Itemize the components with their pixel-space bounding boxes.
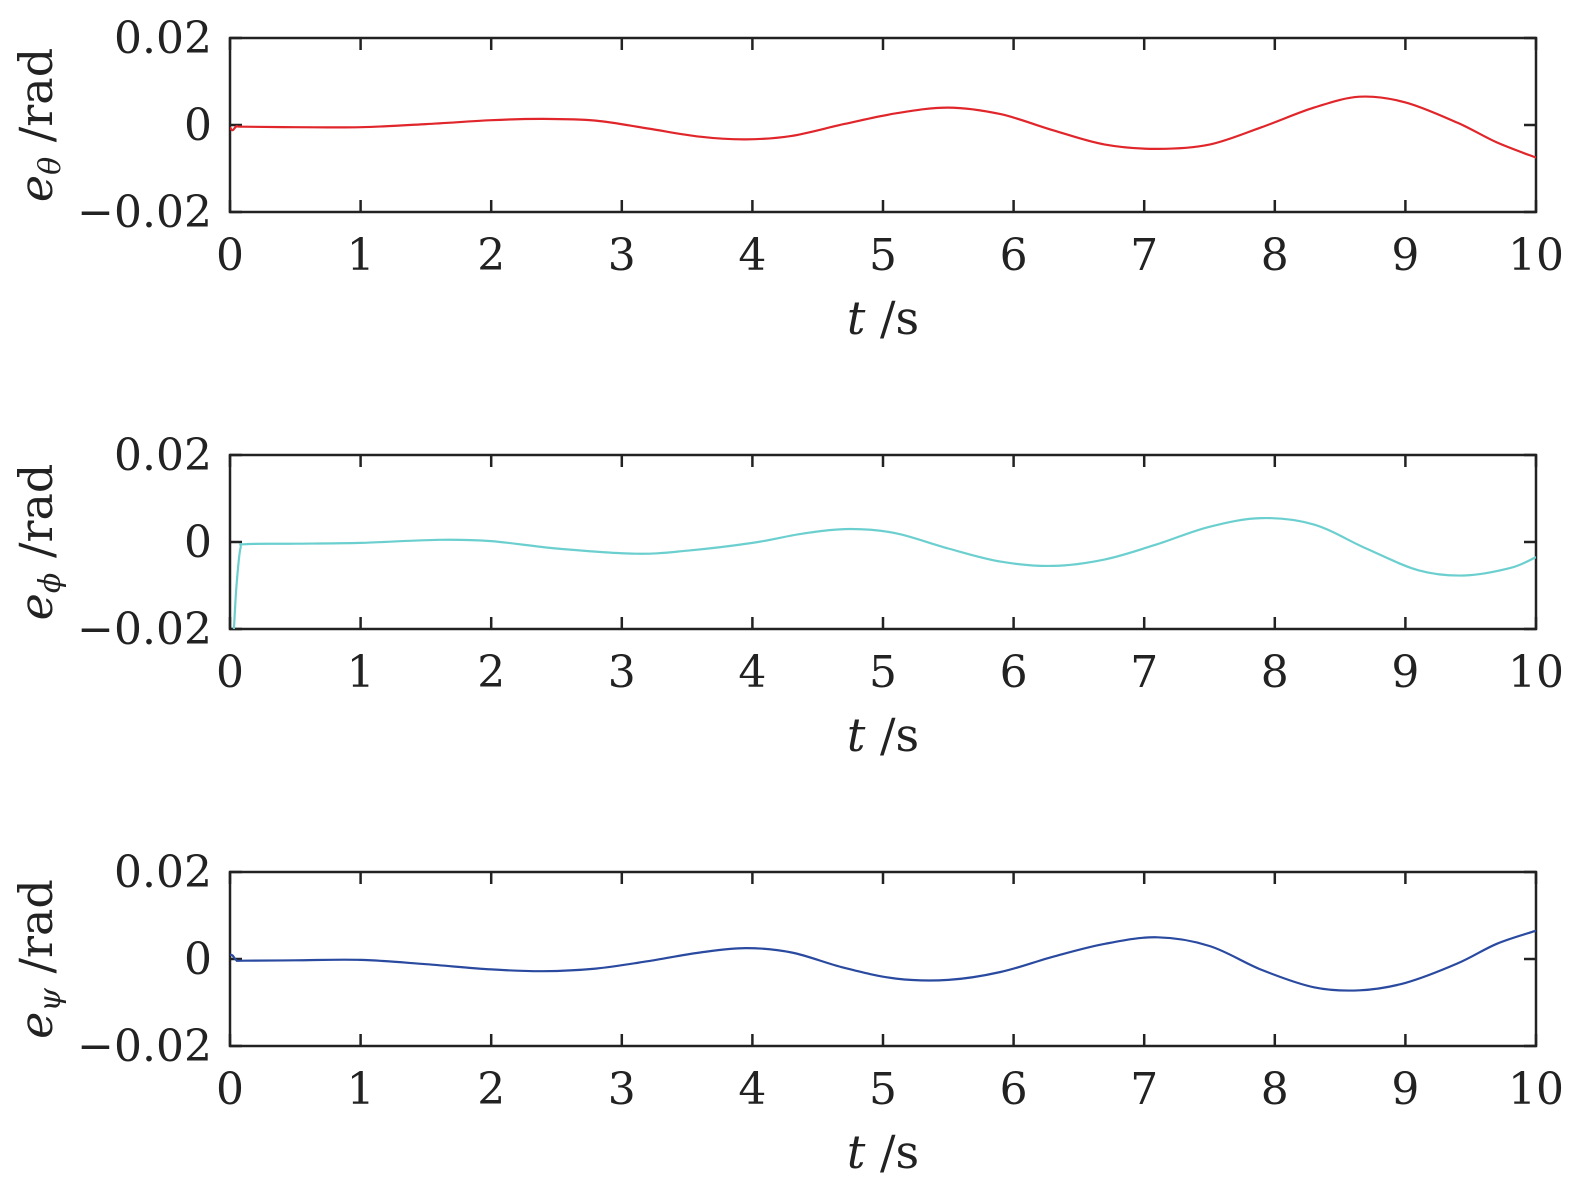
x-tick-label: 3 (608, 647, 636, 698)
x-tick-label: 9 (1391, 1064, 1419, 1115)
x-tick-label: 5 (869, 1064, 897, 1115)
x-tick-label: 4 (738, 647, 766, 698)
x-tick-label: 4 (738, 1064, 766, 1115)
x-tick-label: 0 (216, 647, 244, 698)
y-tick-label: 0.02 (114, 847, 212, 898)
y-tick-label: 0.02 (114, 13, 212, 64)
plot-frame (228, 453, 1538, 631)
x-axis-label: t /s (847, 708, 919, 762)
x-tick-label: 7 (1130, 1064, 1158, 1115)
y-tick-label: −0.02 (77, 604, 212, 655)
panel-phi: 0 1 2 3 4 5 6 7 8 9 100.020−0.02t /seϕ /rad (9, 430, 1564, 762)
panel-psi: 0 1 2 3 4 5 6 7 8 9 100.020−0.02t /seψ /rad (9, 847, 1564, 1179)
series-line-phi (232, 516, 1536, 629)
x-tick-label: 1 (347, 230, 375, 281)
x-tick-label: 9 (1391, 230, 1419, 281)
x-tick-label: 4 (738, 230, 766, 281)
plot-frame (228, 870, 1538, 1048)
y-tick-label: 0.02 (114, 430, 212, 481)
x-tick-label: 1 (347, 1064, 375, 1115)
x-tick-label: 0 (216, 230, 244, 281)
x-tick-label: 8 (1261, 230, 1289, 281)
y-tick-label: 0 (184, 934, 212, 985)
x-tick-label: 2 (477, 230, 505, 281)
x-tick-label: 8 (1261, 1064, 1289, 1115)
x-tick-label: 10 (1508, 647, 1564, 698)
y-tick-label: 0 (184, 100, 212, 151)
x-tick-label: 3 (608, 230, 636, 281)
y-axis-label: eψ /rad (9, 879, 68, 1039)
series-line-psi (230, 929, 1536, 992)
y-axis-label: eϕ /rad (9, 464, 68, 621)
x-tick-label: 10 (1508, 230, 1564, 281)
x-tick-label: 7 (1130, 647, 1158, 698)
x-axis-label: t /s (847, 1125, 919, 1179)
x-tick-label: 10 (1508, 1064, 1564, 1115)
panel-theta: 0 1 2 3 4 5 6 7 8 9 100.020−0.02t /seθ /rad (9, 13, 1564, 345)
y-axis-label: eθ /rad (9, 48, 68, 202)
x-tick-label: 8 (1261, 647, 1289, 698)
x-tick-label: 0 (216, 1064, 244, 1115)
x-tick-label: 2 (477, 1064, 505, 1115)
x-tick-label: 6 (1000, 230, 1028, 281)
y-tick-label: −0.02 (77, 1021, 212, 1072)
x-tick-label: 5 (869, 230, 897, 281)
x-tick-label: 1 (347, 647, 375, 698)
y-tick-label: 0 (184, 517, 212, 568)
x-tick-label: 7 (1130, 230, 1158, 281)
x-axis-label: t /s (847, 291, 919, 345)
x-tick-label: 3 (608, 1064, 636, 1115)
series-line-theta (230, 95, 1536, 159)
x-tick-label: 6 (1000, 647, 1028, 698)
x-tick-label: 6 (1000, 1064, 1028, 1115)
y-tick-label: −0.02 (77, 187, 212, 238)
x-tick-label: 5 (869, 647, 897, 698)
x-tick-label: 2 (477, 647, 505, 698)
x-tick-label: 9 (1391, 647, 1419, 698)
